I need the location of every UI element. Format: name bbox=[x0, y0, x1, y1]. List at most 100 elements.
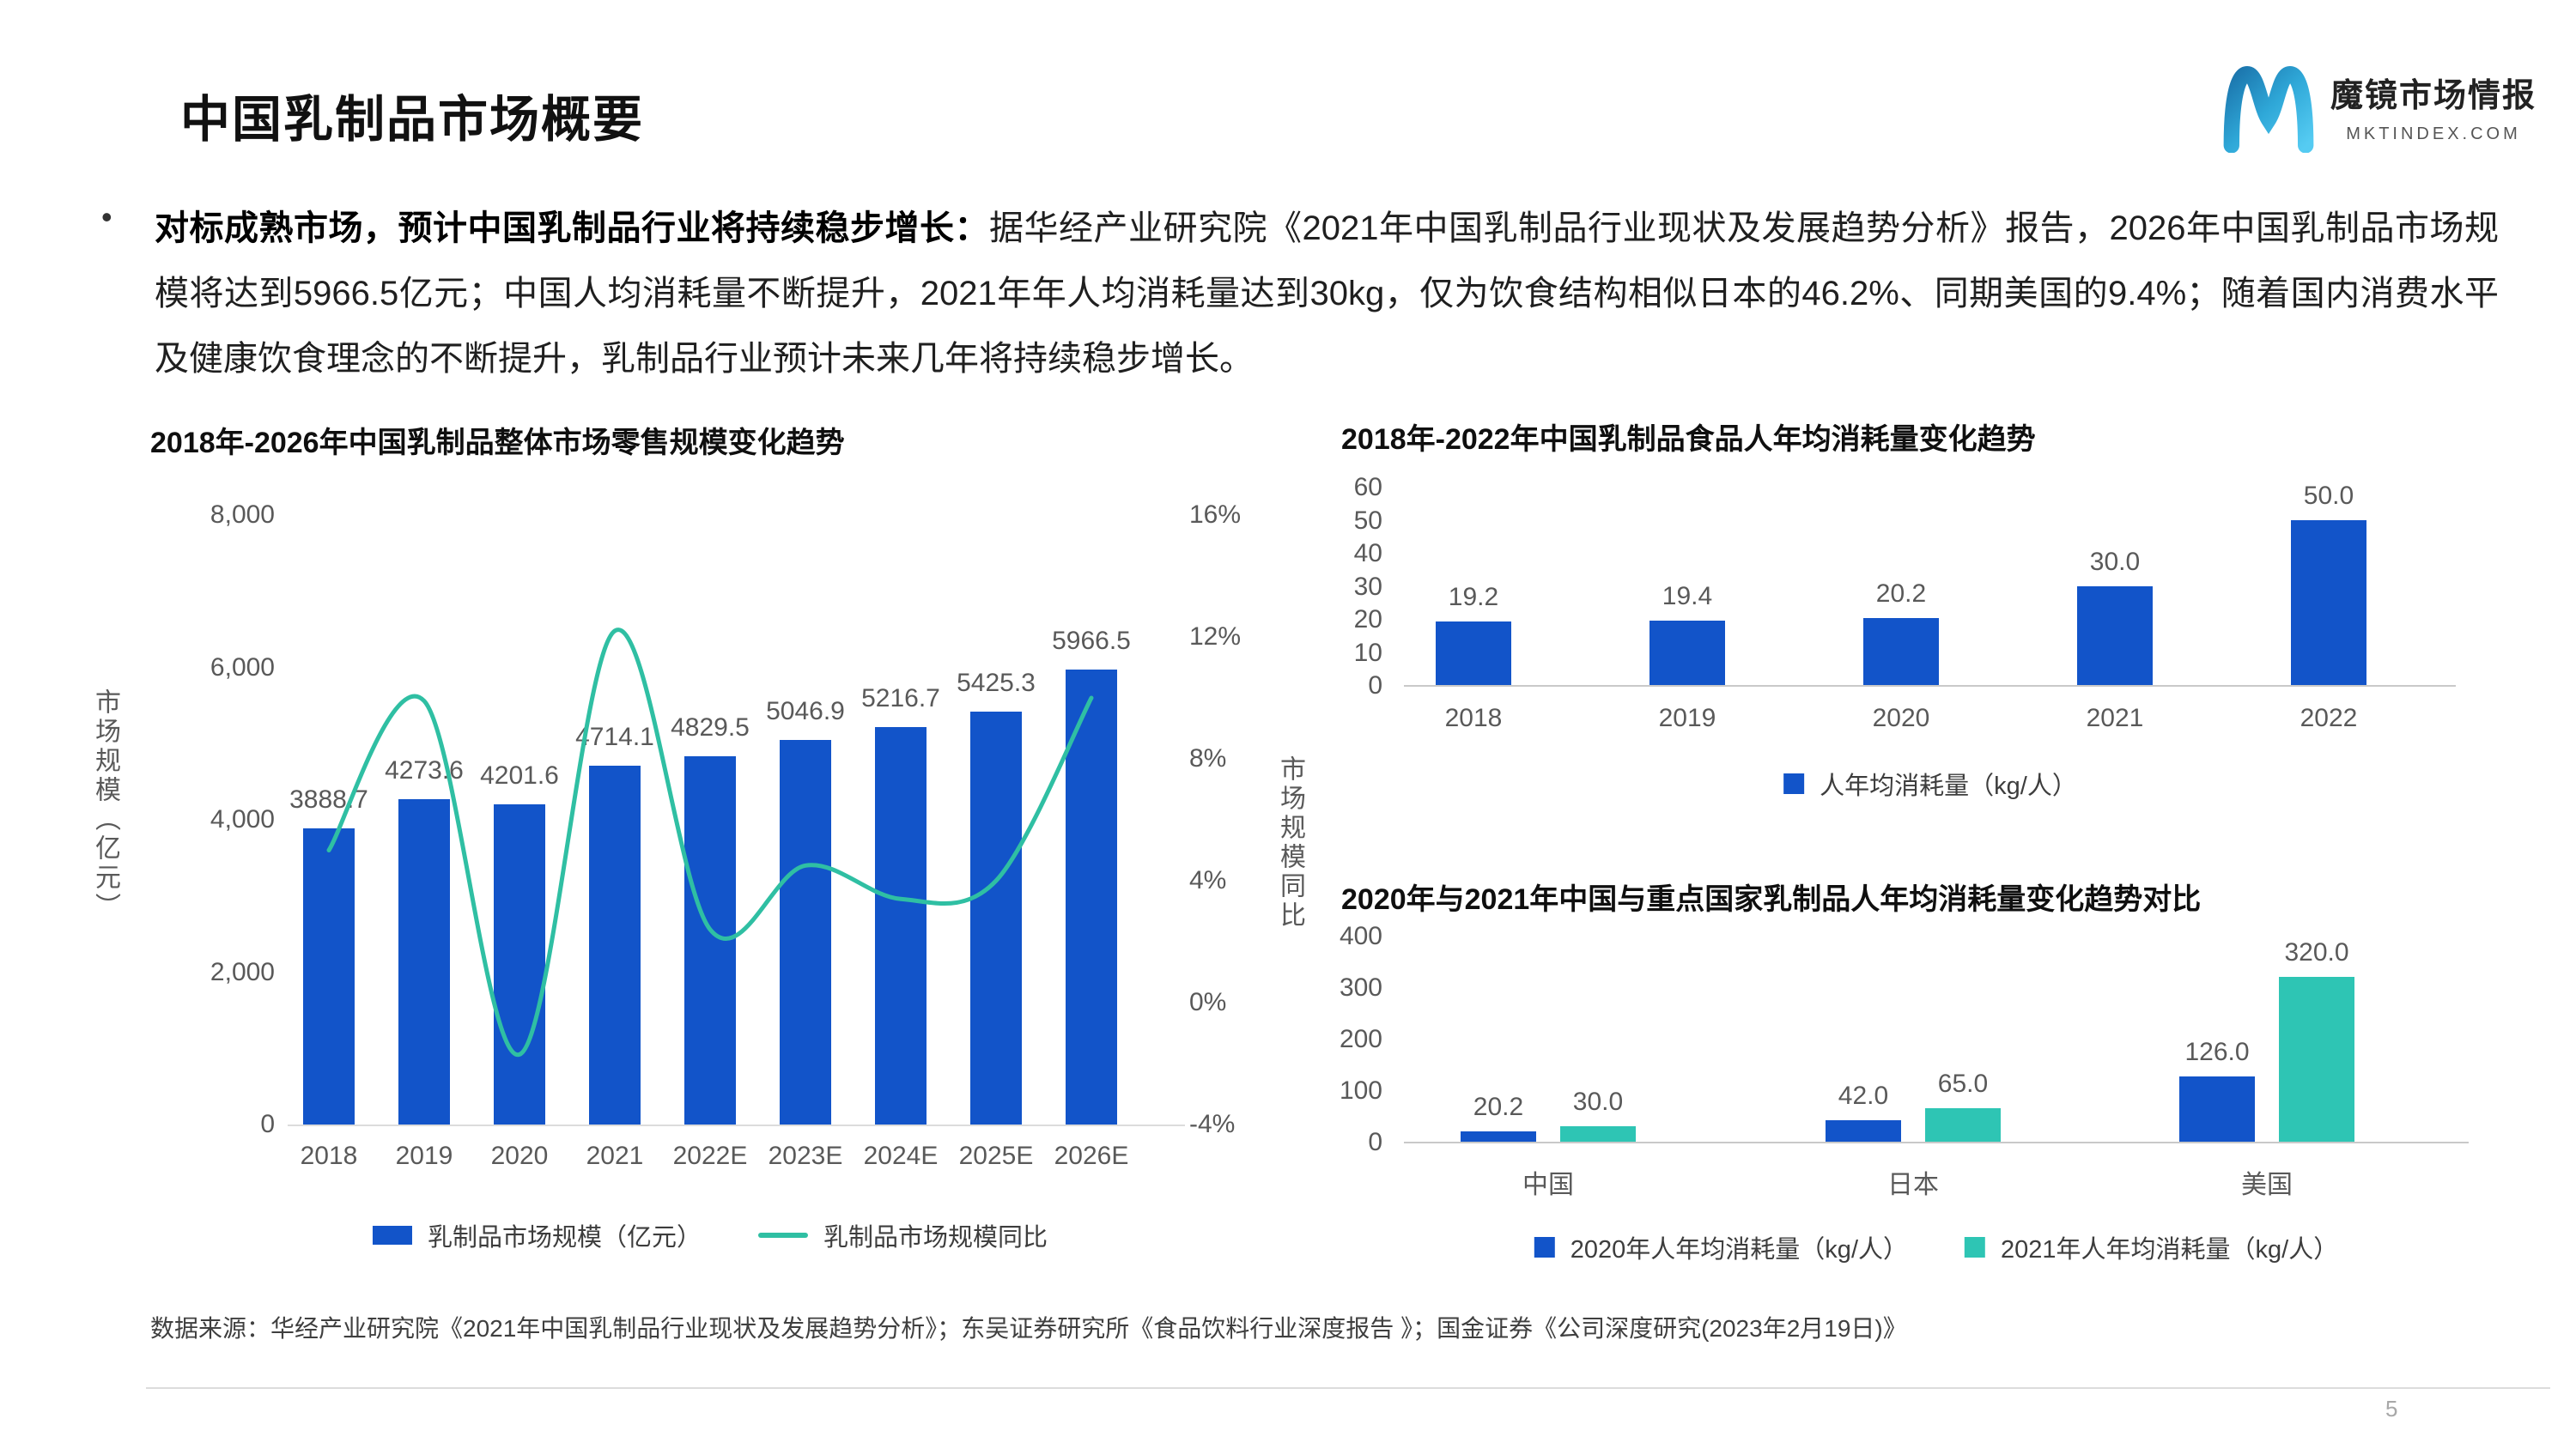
bar bbox=[303, 828, 355, 1125]
y-axis-tick: 0 bbox=[1368, 1128, 1382, 1156]
data-source: 数据来源：华经产业研究院《2021年中国乳制品行业现状及发展趋势分析》；东吴证券… bbox=[150, 1315, 1907, 1342]
y-axis-tick: 8,000 bbox=[210, 500, 275, 529]
x-axis-tick: 美国 bbox=[2241, 1171, 2293, 1199]
bar bbox=[2179, 1076, 2255, 1142]
bar-value-label: 4201.6 bbox=[480, 761, 559, 791]
bar-value-label: 126.0 bbox=[2184, 1038, 2250, 1067]
y-axis-tick: 300 bbox=[1339, 973, 1382, 1002]
x-axis-tick: 2019 bbox=[395, 1142, 453, 1170]
x-axis-tick: 2020 bbox=[1872, 704, 1930, 732]
x-axis-tick: 2018 bbox=[1444, 704, 1503, 732]
legend-swatch bbox=[372, 1226, 412, 1245]
x-axis-tick: 2022E bbox=[672, 1142, 748, 1170]
y-axis-tick: 4,000 bbox=[210, 805, 275, 834]
bar bbox=[1436, 621, 1511, 685]
y-axis-tick: 10 bbox=[1353, 638, 1382, 667]
bar-value-label: 42.0 bbox=[1838, 1081, 1889, 1110]
chart-title: 2018年-2026年中国乳制品整体市场零售规模变化趋势 bbox=[150, 427, 845, 459]
bar-value-label: 3888.7 bbox=[289, 785, 368, 814]
bar bbox=[1826, 1119, 1901, 1142]
y-axis-tick: 20 bbox=[1353, 605, 1382, 634]
y-axis-title: 市场规模（亿元） bbox=[91, 688, 119, 922]
bar bbox=[1461, 1131, 1536, 1142]
bar-value-label: 30.0 bbox=[2089, 547, 2141, 576]
y-axis-tick: 16% bbox=[1189, 500, 1242, 529]
bar bbox=[589, 765, 641, 1125]
y-axis-tick: 8% bbox=[1189, 744, 1227, 773]
chart-title: 2018年-2022年中国乳制品食品人年均消耗量变化趋势 bbox=[1341, 423, 2036, 456]
y-axis-tick: -4% bbox=[1189, 1110, 1236, 1138]
legend-swatch bbox=[1534, 1237, 1555, 1258]
bar-value-label: 20.2 bbox=[1875, 579, 1927, 609]
x-axis-tick: 2021 bbox=[2086, 704, 2144, 732]
bar-value-label: 5425.3 bbox=[957, 668, 1036, 697]
bar-value-label: 19.4 bbox=[1662, 582, 1713, 611]
bar bbox=[1863, 618, 1939, 685]
bottom-divider bbox=[146, 1387, 2550, 1389]
x-axis-tick: 2023E bbox=[768, 1142, 843, 1170]
y-axis-tick: 50 bbox=[1353, 506, 1382, 535]
page-number: 5 bbox=[2385, 1396, 2398, 1422]
chart-country-comparison: 2020年与2021年中国与重点国家乳制品人年均消耗量变化趋势对比 400 300 2… bbox=[1340, 876, 2550, 1305]
chart-title: 2020年与2021年中国与重点国家乳制品人年均消耗量变化趋势对比 bbox=[1341, 883, 2202, 916]
y-axis-tick: 100 bbox=[1339, 1076, 1382, 1105]
y-axis-tick: 40 bbox=[1353, 539, 1382, 567]
legend-swatch bbox=[1783, 773, 1805, 794]
bar bbox=[2077, 585, 2153, 685]
y-axis-tick: 0% bbox=[1189, 988, 1227, 1016]
x-axis-tick: 2025E bbox=[958, 1142, 1034, 1170]
x-axis-tick: 2019 bbox=[1658, 704, 1716, 732]
bar-value-label: 5966.5 bbox=[1052, 627, 1131, 656]
y-axis-tick: 2,000 bbox=[210, 957, 275, 986]
y-axis-tick: 200 bbox=[1339, 1025, 1382, 1053]
x-axis-line bbox=[1404, 685, 2456, 687]
brand-name: 魔镜市场情报 bbox=[2330, 78, 2537, 114]
legend-label: 人年均消耗量（kg/人） bbox=[1820, 773, 2077, 800]
x-axis-tick: 日本 bbox=[1887, 1171, 1939, 1199]
bar bbox=[1925, 1108, 2001, 1142]
bar bbox=[494, 804, 545, 1125]
y-axis-tick: 60 bbox=[1353, 473, 1382, 501]
y-axis-tick: 12% bbox=[1189, 622, 1242, 651]
x-axis-tick: 2024E bbox=[863, 1142, 939, 1170]
bar bbox=[1649, 621, 1725, 685]
bullet-dot: • bbox=[101, 199, 112, 234]
x-axis-tick: 2026E bbox=[1054, 1142, 1129, 1170]
bar bbox=[398, 798, 450, 1125]
bar-value-label: 20.2 bbox=[1473, 1092, 1524, 1121]
y-axis-tick: 4% bbox=[1189, 866, 1227, 894]
chart-consumption-trend: 2018年-2022年中国乳制品食品人年均消耗量变化趋势 60 50 40 30 20 10… bbox=[1340, 412, 2542, 841]
brand-m-icon bbox=[2223, 66, 2314, 153]
bar-value-label: 320.0 bbox=[2284, 938, 2349, 967]
bar bbox=[875, 727, 927, 1125]
chart-market-size: 2018年-2026年中国乳制品整体市场零售规模变化趋势 8,000 6,000 4,… bbox=[69, 412, 1322, 1270]
legend: 人年均消耗量（kg/人） bbox=[1783, 766, 2077, 802]
brand-logo: 魔镜市场情报 MKTINDEX.COM bbox=[2222, 60, 2537, 153]
summary-paragraph: 对标成熟市场，预计中国乳制品行业将持续稳步增长：据华经产业研究院《2021年中国… bbox=[155, 196, 2499, 391]
bar bbox=[1560, 1126, 1636, 1142]
y-axis-tick: 30 bbox=[1353, 572, 1382, 601]
x-axis-line bbox=[288, 1125, 1185, 1126]
x-axis-tick: 2018 bbox=[300, 1142, 358, 1170]
y-axis-tick: 0 bbox=[260, 1110, 275, 1138]
x-axis-tick: 2021 bbox=[586, 1142, 644, 1170]
legend-swatch bbox=[1965, 1237, 1985, 1258]
bar bbox=[970, 711, 1022, 1125]
bar bbox=[1066, 670, 1117, 1125]
summary-body: 据华经产业研究院《2021年中国乳制品行业现状及发展趋势分析》报告，2026年中… bbox=[155, 209, 2500, 378]
y-axis-tick: 400 bbox=[1339, 922, 1382, 950]
y-axis-tick: 6,000 bbox=[210, 652, 275, 682]
legend-label: 乳制品市场规模（亿元） bbox=[427, 1224, 702, 1252]
legend-label: 乳制品市场规模同比 bbox=[823, 1224, 1048, 1252]
bar-value-label: 65.0 bbox=[1937, 1070, 1989, 1098]
legend: 2020年人年均消耗量（kg/人） 2021年人年均消耗量（kg/人） bbox=[1534, 1229, 2338, 1265]
summary-lead: 对标成熟市场，预计中国乳制品行业将持续稳步增长： bbox=[155, 209, 990, 247]
x-axis-tick: 中国 bbox=[1522, 1171, 1574, 1199]
y-axis-tick: 0 bbox=[1368, 671, 1382, 700]
x-axis-tick: 2020 bbox=[490, 1142, 549, 1170]
bar bbox=[2279, 977, 2354, 1142]
legend: 乳制品市场规模（亿元） 乳制品市场规模同比 bbox=[372, 1217, 1048, 1253]
brand-domain: MKTINDEX.COM bbox=[2346, 124, 2521, 143]
y-axis-title: 市场规模同比 bbox=[1276, 755, 1304, 931]
